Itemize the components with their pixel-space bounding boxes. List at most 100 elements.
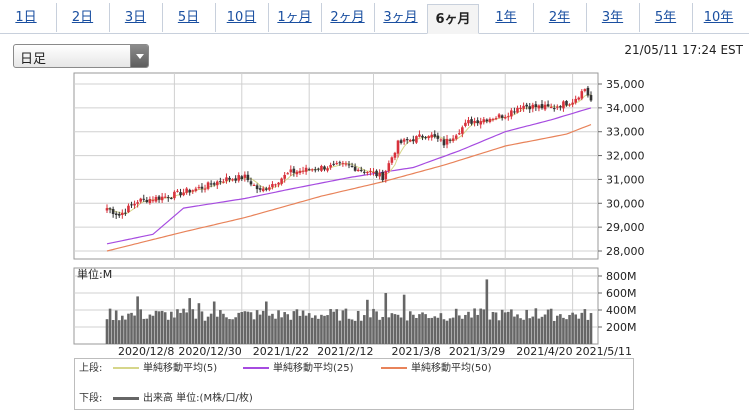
tab-10日[interactable]: 10日 bbox=[215, 3, 267, 32]
interval-dropdown[interactable]: 日足 bbox=[13, 44, 149, 68]
volume-bar bbox=[344, 308, 348, 344]
volume-bar bbox=[320, 314, 323, 344]
volume-bar bbox=[298, 315, 302, 344]
legend-lower-label: 下段: bbox=[79, 393, 103, 404]
candle-body bbox=[258, 188, 262, 190]
candle-body bbox=[464, 122, 467, 126]
candle-body bbox=[494, 118, 498, 120]
candle-body bbox=[470, 119, 473, 124]
tab-1年[interactable]: 1年 bbox=[495, 10, 517, 25]
volume-bar bbox=[381, 316, 384, 344]
candle-body bbox=[124, 212, 127, 214]
candle-body bbox=[418, 134, 421, 137]
candle-body bbox=[350, 165, 354, 167]
candle-body bbox=[335, 163, 339, 165]
volume-bar bbox=[160, 310, 164, 344]
candle-body bbox=[586, 87, 590, 96]
candle-body bbox=[430, 134, 434, 138]
volume-bar bbox=[571, 312, 574, 344]
volume-bar bbox=[562, 317, 565, 344]
candle-body bbox=[510, 110, 513, 117]
volume-bar bbox=[418, 314, 421, 344]
candle-body bbox=[219, 181, 222, 183]
volume-bar bbox=[439, 313, 443, 344]
candle-body bbox=[506, 116, 510, 118]
volume-bar bbox=[264, 301, 268, 344]
volume-bar bbox=[139, 309, 142, 344]
candle-body bbox=[237, 175, 241, 181]
tab-6ヶ月[interactable]: 6ヶ月 bbox=[427, 4, 479, 34]
candle-body bbox=[225, 177, 228, 181]
stock-chart: 35,000 34,000 33,000 32,000 31,000 30,000 29,0… bbox=[73, 72, 645, 358]
x-axis-date-label: 2021/3/29 bbox=[449, 345, 505, 358]
candle-body bbox=[295, 171, 299, 175]
candle-body bbox=[485, 119, 489, 122]
volume-bar bbox=[209, 313, 213, 344]
price-tick-label: 34,000 bbox=[606, 102, 645, 115]
candle-body bbox=[130, 204, 133, 206]
legend-lower-row: 下段: 出来高 単位:(M株/口/枚) bbox=[79, 392, 253, 406]
volume-bar bbox=[145, 318, 149, 344]
candle-body bbox=[182, 192, 185, 196]
volume-bar bbox=[457, 315, 461, 344]
volume-bar bbox=[384, 293, 388, 344]
volume-bar bbox=[430, 317, 434, 344]
volume-bar bbox=[111, 319, 115, 344]
volume-bar bbox=[304, 315, 308, 344]
volume-bar bbox=[268, 315, 271, 344]
candle-body bbox=[139, 198, 142, 202]
candle-body bbox=[562, 101, 565, 109]
volume-bar bbox=[580, 312, 584, 344]
candle-body bbox=[531, 104, 535, 109]
tab-2年[interactable]: 2年 bbox=[533, 3, 585, 32]
x-axis-date-label: 2021/3/8 bbox=[391, 345, 440, 358]
volume-bar bbox=[151, 315, 155, 344]
volume-bar bbox=[255, 310, 259, 344]
candle-body bbox=[194, 188, 198, 191]
tab-3年[interactable]: 3年 bbox=[586, 3, 638, 32]
tab-2日[interactable]: 2日 bbox=[56, 3, 108, 32]
candle-body bbox=[473, 121, 476, 123]
candle-body bbox=[552, 108, 556, 110]
volume-bar bbox=[173, 317, 176, 344]
volume-tick-label: 800M bbox=[606, 270, 637, 283]
tab-5年[interactable]: 5年 bbox=[639, 3, 691, 32]
volume-bar bbox=[556, 315, 559, 344]
volume-bar bbox=[286, 314, 290, 344]
volume-bar bbox=[421, 312, 424, 344]
tab-10年[interactable]: 10年 bbox=[692, 3, 744, 32]
volume-bar bbox=[105, 319, 109, 344]
volume-bar bbox=[503, 312, 507, 344]
volume-bar bbox=[280, 317, 283, 344]
candle-body bbox=[405, 139, 409, 141]
tab-2ヶ月[interactable]: 2ヶ月 bbox=[321, 3, 373, 32]
volume-bar bbox=[433, 316, 437, 344]
candle-body bbox=[240, 176, 244, 180]
volume-bar bbox=[295, 309, 299, 344]
candle-body bbox=[166, 197, 170, 199]
tab-1ヶ月[interactable]: 1ヶ月 bbox=[268, 3, 320, 32]
candle-body bbox=[347, 164, 351, 166]
legend-sma25: 単純移動平均(25) bbox=[243, 362, 354, 376]
candle-body bbox=[488, 118, 492, 123]
candle-body bbox=[421, 135, 424, 138]
candle-body bbox=[329, 164, 332, 168]
tab-1日[interactable]: 1日 bbox=[15, 10, 37, 25]
volume-bar bbox=[326, 315, 329, 344]
interval-dropdown-value: 日足 bbox=[20, 52, 47, 67]
volume-bar bbox=[424, 314, 427, 344]
volume-bar bbox=[191, 309, 195, 344]
candle-body bbox=[332, 163, 335, 165]
candle-body bbox=[534, 104, 538, 107]
tab-5日[interactable]: 5日 bbox=[162, 3, 214, 32]
volume-bar bbox=[258, 314, 262, 344]
candle-body bbox=[540, 104, 544, 109]
volume-bar bbox=[212, 301, 216, 344]
volume-bar bbox=[448, 318, 452, 344]
candle-body bbox=[286, 173, 290, 175]
x-axis-date-label: 2021/1/22 bbox=[253, 345, 309, 358]
volume-bar bbox=[586, 319, 590, 344]
tab-3ヶ月[interactable]: 3ヶ月 bbox=[374, 3, 426, 32]
volume-bar bbox=[500, 309, 504, 344]
tab-3日[interactable]: 3日 bbox=[109, 3, 161, 32]
